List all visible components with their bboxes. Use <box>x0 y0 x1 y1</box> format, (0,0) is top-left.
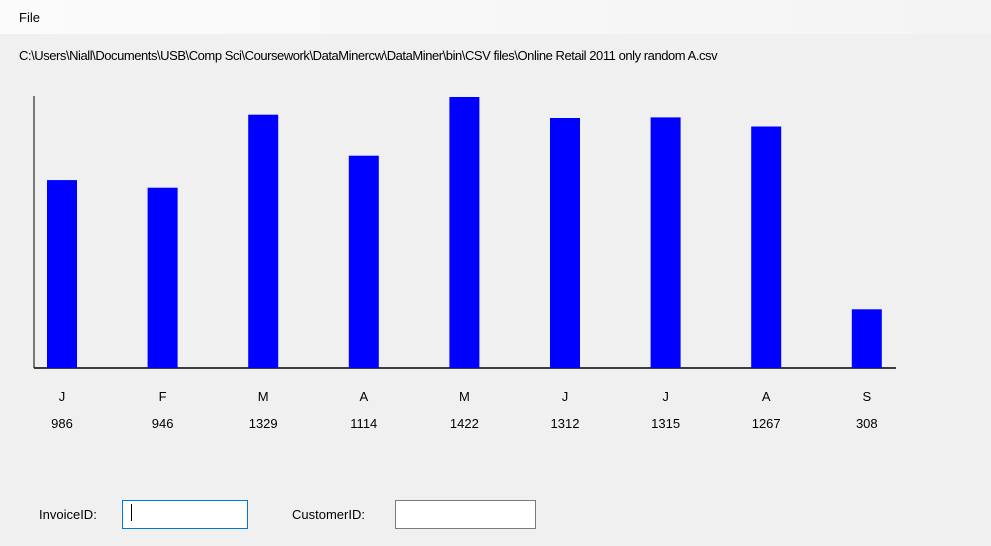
month-label-8: S <box>862 389 872 404</box>
month-label-6: J <box>662 389 669 404</box>
month-label-7: A <box>761 389 771 404</box>
bar-7 <box>751 126 782 368</box>
customer-id-label: CustomerID: <box>292 507 365 522</box>
bar-0 <box>47 180 77 368</box>
value-label-3: 1114 <box>350 416 378 431</box>
month-label-2: M <box>257 389 269 404</box>
value-label-1: 946 <box>151 416 174 431</box>
bar-2 <box>248 114 279 368</box>
month-label-0: J <box>58 389 66 404</box>
bar-1 <box>147 187 178 368</box>
value-label-7: 1267 <box>751 416 781 431</box>
text-caret <box>131 504 132 521</box>
month-label-3: A <box>359 389 369 404</box>
month-label-5: J <box>561 389 569 404</box>
bar-chart <box>33 96 896 369</box>
bar-6 <box>650 117 681 369</box>
month-label-4: M <box>458 389 470 404</box>
value-label-5: 1312 <box>550 416 580 431</box>
invoice-id-label: InvoiceID: <box>39 507 97 522</box>
value-label-6: 1315 <box>651 416 681 431</box>
customer-id-input[interactable] <box>395 500 536 529</box>
value-label-8: 308 <box>855 416 878 431</box>
menu-bar: File <box>0 0 991 34</box>
menu-file[interactable]: File <box>19 10 40 25</box>
bar-5 <box>550 118 580 368</box>
value-label-0: 986 <box>51 416 73 431</box>
file-path-label: C:\Users\Niall\Documents\USB\Comp Sci\Co… <box>19 48 718 63</box>
bar-8 <box>851 309 882 368</box>
value-label-2: 1329 <box>248 416 278 431</box>
month-label-1: F <box>158 389 167 404</box>
bar-4 <box>449 97 480 368</box>
bar-3 <box>348 155 379 368</box>
invoice-id-input[interactable] <box>122 500 248 529</box>
value-label-4: 1422 <box>449 416 479 431</box>
